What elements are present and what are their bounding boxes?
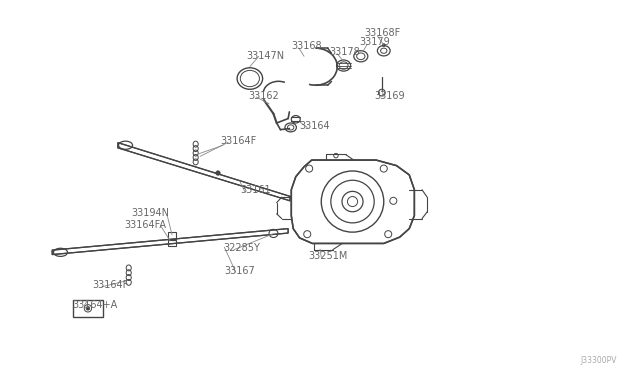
Polygon shape	[118, 142, 290, 201]
Text: 33167: 33167	[225, 266, 255, 276]
Text: 33164F: 33164F	[92, 280, 129, 290]
Text: 33164+A: 33164+A	[72, 299, 118, 310]
Text: J33300PV: J33300PV	[580, 356, 616, 365]
Text: 33168F: 33168F	[365, 28, 401, 38]
Text: 33164: 33164	[300, 121, 330, 131]
Text: 33164FA: 33164FA	[124, 220, 166, 230]
Text: 33178: 33178	[329, 47, 360, 57]
Polygon shape	[52, 229, 288, 254]
Polygon shape	[291, 160, 414, 243]
Text: 33162: 33162	[248, 91, 278, 101]
Circle shape	[382, 44, 385, 46]
Bar	[73, 300, 102, 317]
Text: 32285Y: 32285Y	[223, 243, 260, 253]
Bar	[168, 240, 176, 246]
Text: 33251M: 33251M	[308, 251, 348, 261]
Circle shape	[86, 307, 90, 310]
Text: 33147N: 33147N	[246, 51, 285, 61]
Text: 33194N: 33194N	[131, 208, 169, 218]
Bar	[168, 232, 176, 239]
Text: 33179: 33179	[360, 37, 390, 47]
Text: 33164F: 33164F	[221, 136, 257, 146]
Text: 33161: 33161	[240, 186, 271, 195]
Text: 33168: 33168	[291, 41, 322, 51]
Circle shape	[216, 171, 220, 175]
Text: 33169: 33169	[374, 91, 405, 101]
